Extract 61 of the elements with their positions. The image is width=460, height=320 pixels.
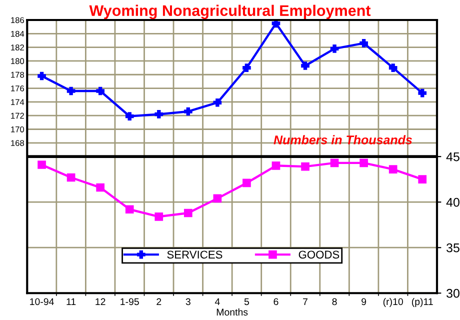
point [66,173,76,182]
point [184,208,192,218]
y2-tick-label: 40 [446,198,460,207]
y-tick-label: 168 [11,140,24,146]
point [388,165,398,174]
point [66,86,76,96]
legend-label: GOODS [298,250,340,259]
y2-tick-label: 30 [446,288,460,298]
point [38,72,46,80]
point [125,112,134,120]
point [301,62,310,70]
point [242,178,251,188]
x-tick-label: 9 [362,298,366,306]
point [418,175,427,184]
point [38,160,46,169]
x-tick-label: 12 [96,298,106,306]
y2-tick-label: 35 [446,243,460,252]
x-tick-label: 8 [332,298,337,306]
point [272,20,280,28]
y-tick-label: 174 [11,99,24,105]
y-tick-label: 172 [11,112,24,119]
point [301,162,310,171]
y-tick-label: 176 [11,85,24,92]
x-axis-title: Months [216,308,248,316]
y-tick-label: 186 [11,17,24,24]
point [154,110,164,118]
annotation: Numbers in Thousands [274,135,412,144]
x-tick-label: (r)10 [383,298,403,308]
x-tick-label: 11 [66,298,76,306]
point [213,194,222,203]
x-tick-label: 2 [156,298,162,306]
point [330,158,339,168]
y-tick-label: 178 [11,72,24,78]
point [96,183,104,192]
point [330,44,339,53]
point [154,212,164,221]
y-tick-label: 170 [11,126,24,132]
x-tick-label: 1-95 [120,298,139,306]
x-tick-label: 6 [274,298,278,306]
x-tick-label: 4 [214,298,220,306]
point [125,205,134,214]
y-tick-label: 182 [11,44,24,50]
point [360,158,368,168]
x-tick-label: 5 [244,298,250,306]
x-tick-label: 7 [303,298,308,306]
x-tick-label: 10-94 [30,298,54,306]
x-tick-label: 3 [186,298,190,306]
y-tick-label: 184 [11,30,24,37]
point [242,64,251,72]
point [418,88,427,98]
point [360,39,368,48]
point [213,98,222,107]
point [388,64,398,72]
y-tick-label: 180 [11,58,24,64]
y2-tick-label: 45 [446,152,460,162]
legend-label: SERVICES [167,250,222,259]
point [272,161,280,170]
x-tick-label: (p)11 [412,298,433,308]
point [184,107,192,116]
point [96,86,104,96]
chart-title: Wyoming Nonagricultural Employment [89,4,371,20]
